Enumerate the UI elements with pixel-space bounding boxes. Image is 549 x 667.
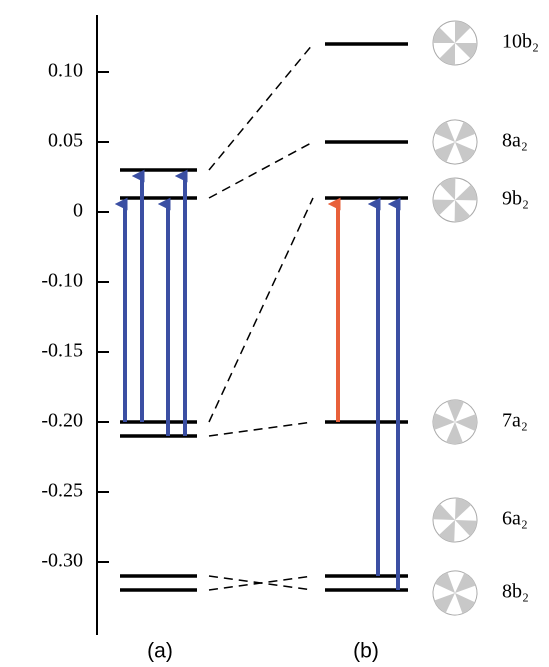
y-tick-label: -0.25 <box>41 480 83 502</box>
orbital-icon <box>433 21 477 65</box>
orbital-label: 6a₂ <box>502 508 528 530</box>
orbital-icon <box>432 497 478 543</box>
correlation-line <box>209 198 313 422</box>
orbital-icon <box>427 394 484 451</box>
correlation-line <box>209 422 313 436</box>
orbital-label: 8b₂ <box>502 581 529 603</box>
y-tick-label: -0.20 <box>41 410 83 432</box>
column-label: (b) <box>353 640 379 663</box>
y-tick-label: -0.30 <box>41 550 83 572</box>
y-tick-label: 0.05 <box>48 130 83 152</box>
y-tick-label: -0.10 <box>41 270 83 292</box>
orbital-icon <box>426 113 484 171</box>
orbital-label: 7a₂ <box>502 410 528 432</box>
y-tick-label: 0.10 <box>48 60 83 82</box>
correlation-line <box>209 44 313 170</box>
orbital-label: 9b₂ <box>502 188 529 210</box>
orbital-icon <box>424 169 486 231</box>
orbital-label: 10b₂ <box>502 31 539 53</box>
column-label: (a) <box>147 640 173 663</box>
orbital-icon <box>426 564 484 622</box>
orbital-label: 8a₂ <box>502 130 528 152</box>
correlation-line <box>209 142 313 198</box>
diagram: 0.10 0.05 0 -0.10 -0.15 -0.20 -0.25 -0.30 (a) (b)… <box>0 0 549 667</box>
y-tick-label: 0 <box>73 200 83 222</box>
y-tick-label: -0.15 <box>41 340 83 362</box>
